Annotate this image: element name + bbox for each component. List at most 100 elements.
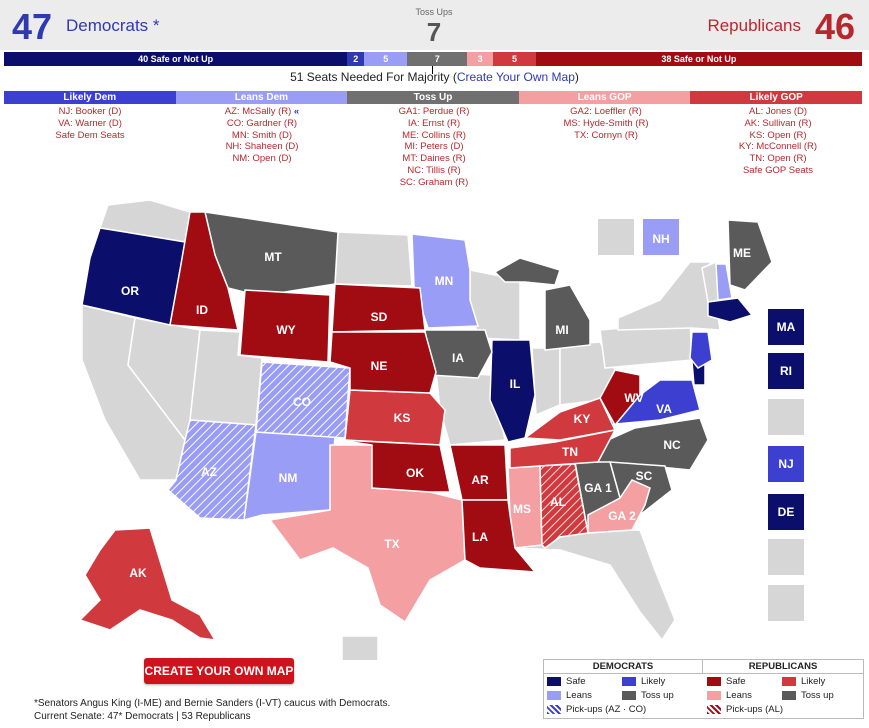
race-item[interactable]: SC: Graham (R) <box>399 176 469 188</box>
legend-dem-leans: Leans <box>547 689 592 702</box>
senate-map: OR ID MT WY SD NE CO AZ NM TX KS OK AR L… <box>78 199 773 660</box>
race-item[interactable]: Safe GOP Seats <box>742 164 814 176</box>
state-box-ct[interactable] <box>768 399 804 435</box>
legend-rep-safe: Safe <box>707 675 746 688</box>
race-item[interactable]: GA1: Perdue (R) <box>398 106 470 117</box>
race-item[interactable]: MN: Smith (D) <box>231 129 293 141</box>
footnote-line-2: Current Senate: 47* Democrats | 53 Repub… <box>34 710 251 722</box>
state-box-nj[interactable]: NJ <box>768 446 804 482</box>
race-item[interactable]: NH: Shaheen (D) <box>225 141 299 153</box>
legend-dem-header: DEMOCRATS <box>544 660 703 674</box>
legend-rep-leans: Leans <box>707 689 752 702</box>
race-item[interactable]: IA: Ernst (R) <box>407 117 461 129</box>
legend-dem-tossup: Toss up <box>622 689 674 702</box>
race-item[interactable]: AK: Sullivan (R) <box>744 117 812 129</box>
state-ok[interactable] <box>337 439 451 493</box>
state-box-ri[interactable]: RI <box>768 353 804 389</box>
label-nh: NH <box>652 232 669 246</box>
label-ar: AR <box>471 473 489 487</box>
state-box-ma[interactable]: MA <box>768 309 804 345</box>
legend-label: Leans <box>566 690 592 701</box>
race-item[interactable]: ME: Collins (R) <box>402 129 466 141</box>
republicans-seat-count: 46 <box>814 6 855 47</box>
race-item[interactable]: AL: Jones (D) <box>748 106 808 117</box>
majority-close: ) <box>574 70 579 84</box>
state-in[interactable] <box>531 347 561 417</box>
rating-categories: Likely Dem Leans Dem Toss Up Leans GOP L… <box>4 91 862 104</box>
race-item[interactable]: NC: Tillis (R) <box>407 164 461 176</box>
label-ok: OK <box>406 466 424 480</box>
scoreboard-header <box>0 0 869 50</box>
state-ak[interactable] <box>78 527 217 641</box>
state-nd[interactable] <box>334 231 413 287</box>
state-box-dc[interactable] <box>768 585 804 621</box>
label-sd: SD <box>371 310 388 324</box>
race-item[interactable]: GA2: Loeffler (R) <box>570 106 642 117</box>
state-nj[interactable] <box>689 331 713 369</box>
label-il: IL <box>510 377 521 391</box>
state-mi[interactable] <box>544 284 591 351</box>
create-map-link[interactable]: Create Your Own Map <box>456 70 575 84</box>
race-item[interactable]: MS: Hyde-Smith (R) <box>563 117 649 129</box>
state-hi[interactable] <box>341 635 379 660</box>
label-la: LA <box>472 530 488 544</box>
majority-note: 51 Seats Needed For Majority (Create You… <box>0 70 869 84</box>
label-mt: MT <box>264 250 282 264</box>
race-item[interactable]: MT: Daines (R) <box>402 153 466 165</box>
race-list-likely-gop: AL: Jones (D) AK: Sullivan (R) KS: Open … <box>692 106 864 177</box>
label-ms: MS <box>513 502 531 516</box>
race-item[interactable]: NM: Open (D) <box>232 153 292 165</box>
category-leans-dem[interactable]: Leans Dem <box>175 91 348 104</box>
state-nh[interactable] <box>715 263 733 301</box>
label-ne: NE <box>371 359 388 373</box>
label-al: AL <box>550 495 566 509</box>
state-wy[interactable] <box>239 289 331 363</box>
state-me[interactable] <box>727 219 773 291</box>
category-likely-dem[interactable]: Likely Dem <box>4 91 176 104</box>
label-ky: KY <box>574 412 591 426</box>
race-item[interactable]: Safe Dem Seats <box>55 129 125 141</box>
state-al[interactable] <box>539 463 589 549</box>
democrats-label: Democrats * <box>66 16 160 35</box>
seat-segment-tossup: 7 <box>407 52 468 66</box>
category-leans-gop[interactable]: Leans GOP <box>518 91 691 104</box>
create-your-own-map-button[interactable]: CREATE YOUR OWN MAP <box>144 658 294 684</box>
label-co: CO <box>293 395 311 409</box>
state-la[interactable] <box>461 499 537 573</box>
category-likely-gop[interactable]: Likely GOP <box>690 91 862 104</box>
state-box-de[interactable]: DE <box>768 494 804 530</box>
state-az[interactable] <box>166 419 257 521</box>
race-list-leans-dem: AZ: McSally (R) « CO: Gardner (R) MN: Sm… <box>176 106 348 165</box>
state-ma-ri[interactable] <box>707 297 754 323</box>
state-box-vt[interactable] <box>598 219 634 255</box>
label-nm: NM <box>279 471 298 485</box>
race-item[interactable]: VA: Warner (D) <box>58 117 122 129</box>
seat-segment-likely-dem: 2 <box>347 52 365 66</box>
category-tossup[interactable]: Toss Up <box>347 91 519 104</box>
race-item[interactable]: MI: Peters (D) <box>404 141 464 153</box>
state-wv[interactable] <box>599 369 641 427</box>
label-tx: TX <box>384 537 399 551</box>
state-box-md[interactable] <box>768 539 804 575</box>
race-item[interactable]: KY: McConnell (R) <box>738 141 818 153</box>
race-item[interactable]: AZ: McSally (R) « <box>176 106 348 118</box>
state-id[interactable] <box>169 211 239 331</box>
label-mi: MI <box>555 323 568 337</box>
legend-dem-pickups: Pick-ups (AZ · CO) <box>547 703 646 716</box>
race-item[interactable]: NJ: Booker (D) <box>58 106 122 117</box>
state-tn[interactable] <box>509 428 617 469</box>
race-item[interactable]: TN: Open (R) <box>749 153 807 165</box>
state-mi-up[interactable] <box>493 257 561 286</box>
state-box-nh[interactable] <box>643 219 679 255</box>
state-sd[interactable] <box>331 283 426 333</box>
state-ky[interactable] <box>522 397 617 441</box>
state-ne[interactable] <box>329 331 437 394</box>
race-list-likely-dem: NJ: Booker (D) VA: Warner (D) Safe Dem S… <box>4 106 176 141</box>
race-item[interactable]: CO: Gardner (R) <box>226 117 298 129</box>
label-tn: TN <box>562 445 578 459</box>
tossups-count: 7 <box>426 17 442 47</box>
label-ks: KS <box>394 411 411 425</box>
race-item[interactable]: TX: Cornyn (R) <box>574 129 638 141</box>
race-item[interactable]: KS: Open (R) <box>749 129 807 141</box>
state-ga2[interactable] <box>587 479 651 534</box>
